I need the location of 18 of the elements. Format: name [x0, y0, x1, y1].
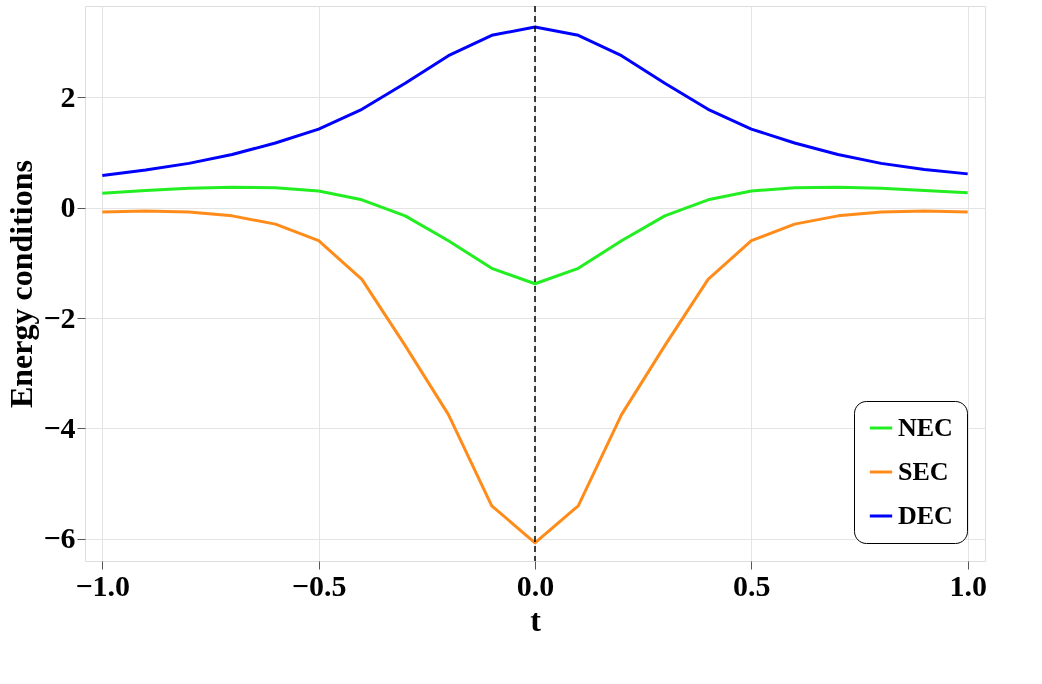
x-tick-label: 1.0 [949, 568, 987, 602]
line-series [100, 209, 970, 545]
y-tick-label: −4 [43, 410, 76, 444]
y-tick-label: −2 [43, 300, 76, 334]
x-axis-title: t [530, 601, 542, 638]
legend-label: SEC [898, 457, 949, 486]
x-tick-label: −0.5 [291, 568, 347, 602]
line-series [100, 185, 970, 286]
legend-label: NEC [898, 413, 953, 442]
x-tick-label: 0.0 [516, 568, 555, 602]
y-tick-label: −6 [43, 521, 76, 555]
x-tick-label: −1.0 [75, 568, 131, 602]
line-series [100, 25, 970, 178]
y-tick-label: 0 [60, 190, 76, 224]
x-tick-label: 0.5 [733, 568, 771, 602]
y-axis-title: Energy conditions [3, 159, 40, 409]
legend-label: DEC [898, 501, 953, 530]
y-tick-label: 2 [60, 79, 76, 113]
